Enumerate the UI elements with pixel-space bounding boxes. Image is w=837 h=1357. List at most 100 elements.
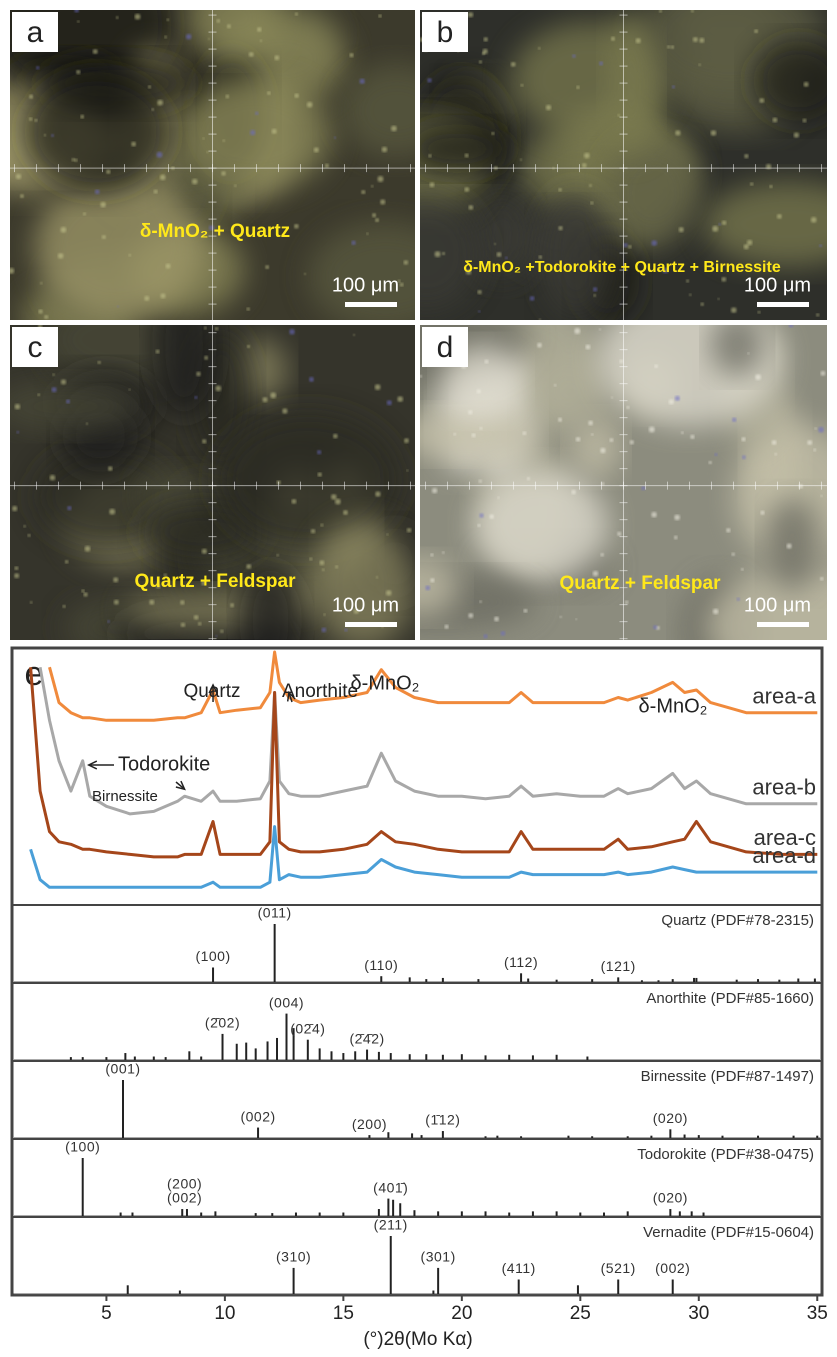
photo-speck [675, 396, 680, 401]
peak-label: (020) [653, 1190, 688, 1206]
photo-speck [282, 408, 287, 413]
photo-speck [758, 311, 761, 314]
photo-speck [430, 553, 433, 556]
photo-speck [494, 243, 496, 245]
photo-speck [8, 268, 14, 274]
photo-speck [539, 319, 541, 321]
photo-speck [28, 534, 31, 537]
peak-label: (121) [601, 958, 636, 974]
photo-texture [539, 191, 613, 319]
peak-label: (002) [655, 1260, 690, 1276]
photo-speck [202, 439, 206, 443]
photo-speck [721, 277, 726, 282]
panel-letter: b [437, 16, 454, 49]
photo-speck [593, 287, 597, 291]
photo-speck [74, 8, 78, 12]
photo-speck [215, 327, 218, 330]
photo-speck [223, 139, 225, 141]
photo-texture [606, 10, 657, 158]
photo-speck [777, 214, 782, 219]
photo-speck [257, 27, 262, 32]
photo-speck [712, 226, 718, 232]
photo-speck [294, 93, 298, 97]
peak-label: (401̄) [373, 1179, 408, 1195]
photo-speck [249, 52, 254, 57]
photo-speck [15, 404, 20, 409]
photo-speck [360, 79, 365, 84]
photo-speck [679, 227, 684, 232]
photo-speck [375, 384, 381, 390]
photo-speck [186, 34, 192, 40]
photo-speck [77, 20, 79, 22]
panel-frame [12, 648, 822, 1295]
photo-speck [85, 546, 91, 552]
photo-speck [325, 164, 329, 168]
photo-speck [109, 509, 115, 515]
photo-speck [333, 434, 338, 439]
photo-speck [117, 305, 119, 307]
annotation: Anorthite [282, 681, 358, 702]
photo-speck [372, 213, 376, 217]
photo-speck [30, 601, 33, 604]
peak-label: (411) [502, 1260, 536, 1276]
photo-speck [726, 528, 730, 532]
photo-speck [208, 38, 210, 40]
peak-label: (1̄12) [425, 1112, 460, 1128]
photo-speck [80, 115, 84, 119]
photo-speck [400, 283, 404, 287]
photo-speck [12, 506, 17, 511]
photo-speck [60, 227, 66, 233]
annotation: Quartz [183, 681, 240, 702]
photo-speck [538, 47, 540, 49]
reference-name: Todorokite (PDF#38-0475) [637, 1146, 814, 1163]
photo-speck [196, 372, 200, 376]
photo-speck [523, 431, 527, 435]
photo-speck [593, 294, 596, 297]
photo-speck [343, 510, 348, 515]
photo-speck [732, 553, 735, 556]
photo-speck [674, 515, 680, 521]
photo-speck [23, 525, 25, 527]
photo-speck [34, 119, 37, 122]
photo-speck [480, 427, 483, 430]
photo-speck [485, 360, 489, 364]
photo-speck [81, 589, 84, 592]
photo-speck [820, 577, 823, 580]
photo-speck [479, 480, 482, 483]
photo-speck [741, 568, 744, 571]
photo-speck [391, 126, 397, 132]
panel-letter: d [437, 331, 454, 364]
peak-label: (02̄4) [290, 1020, 325, 1036]
photo-speck [818, 427, 824, 433]
photo-speck [494, 617, 499, 622]
photo-speck [527, 477, 530, 480]
photo-speck [65, 560, 68, 563]
photo-speck [442, 252, 445, 255]
photo-speck [20, 194, 24, 198]
photo-speck [427, 78, 431, 82]
photo-speck [630, 440, 634, 444]
peak-label: (002) [240, 1108, 275, 1124]
photo-speck [93, 49, 98, 54]
photo-speck [611, 37, 615, 41]
photo-speck [148, 85, 151, 88]
photo-speck [36, 66, 39, 69]
photo-speck [217, 19, 221, 23]
peak-label: (301) [421, 1249, 456, 1265]
peak-label: (211) [374, 1217, 408, 1233]
peak-label: (001) [105, 1061, 140, 1077]
photo-speck [198, 622, 201, 625]
photo-speck [718, 223, 721, 226]
peak-label: (200) [352, 1116, 387, 1132]
photo-speck [309, 377, 314, 382]
photo-speck [52, 387, 57, 392]
photo-speck [149, 600, 154, 605]
photo-speck [628, 245, 631, 248]
photo-speck [530, 296, 535, 301]
photo-speck [497, 252, 502, 257]
photo-speck [40, 282, 42, 284]
photo-speck [215, 385, 221, 391]
figure: aδ-MnO₂ + Quartz100 μmbδ-MnO₂ +Todorokit… [0, 0, 837, 1357]
photo-speck [601, 553, 604, 556]
